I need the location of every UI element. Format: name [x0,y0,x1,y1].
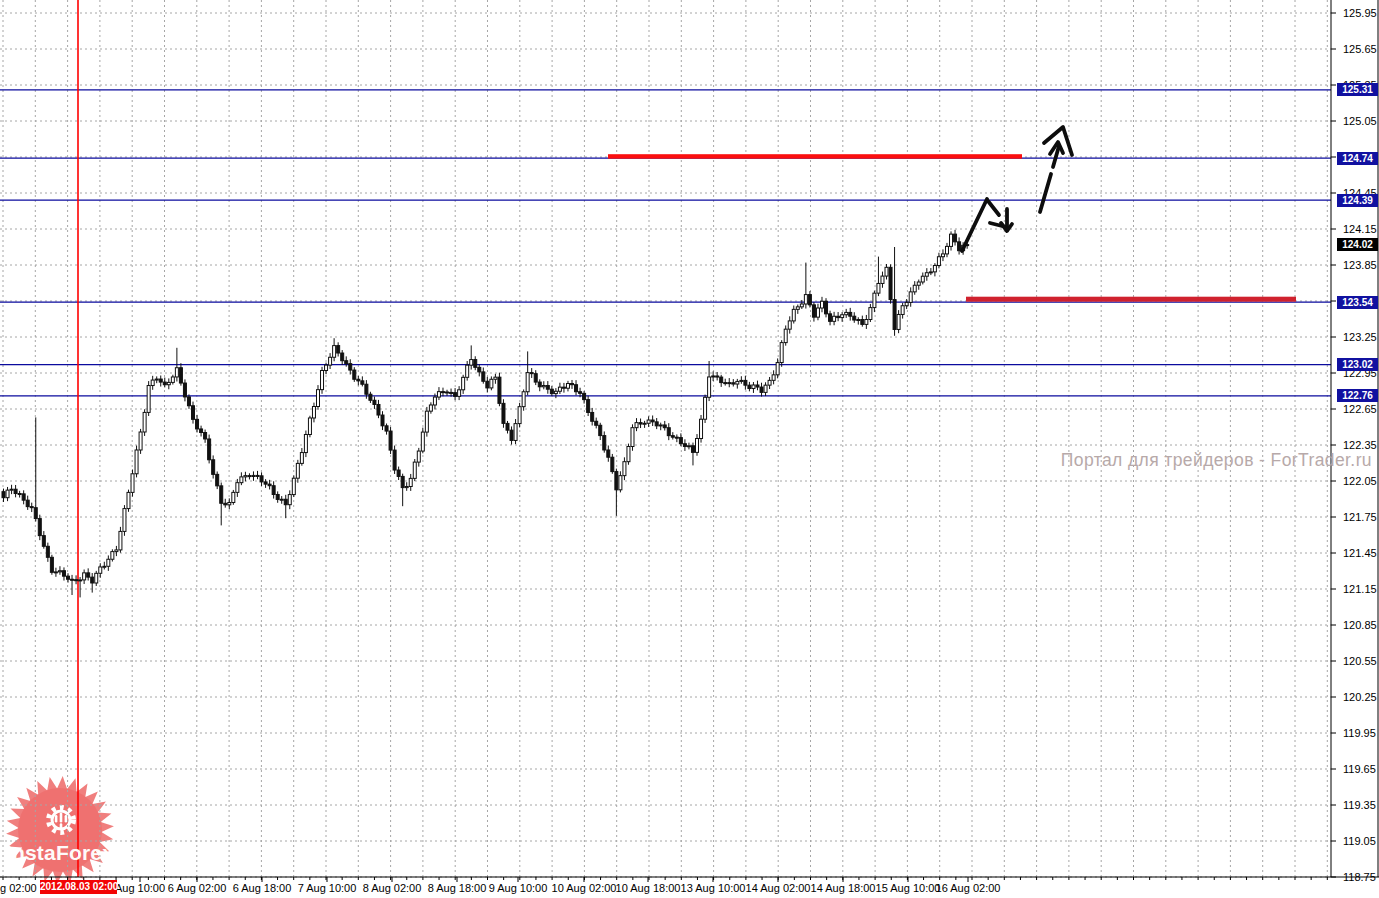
candles-layer [2,230,969,598]
x-axis-time-label: g 02:00 [0,882,37,894]
y-axis-tick-label: 122.05 [1343,475,1377,488]
chart-window: InstaForex Портал для трейдеров - ForTra… [0,0,1379,898]
level-price-badge: 122.76 [1337,389,1378,402]
red-resistance-segment-124.74[interactable] [608,154,1022,159]
x-axis-time-label: 9 Aug 10:00 [489,882,548,894]
instaforex-logo-label: InstaForex [0,841,121,865]
x-axis-time-label: 6 Aug 02:00 [168,882,227,894]
x-axis-time-label: 8 Aug 18:00 [428,882,487,894]
y-axis-tick-label: 121.45 [1343,547,1377,560]
x-axis-time-label: 10 Aug 18:00 [616,882,681,894]
y-axis-tick-label: 120.55 [1343,655,1377,668]
y-axis-tick-label: 120.85 [1343,619,1377,632]
level-lines [0,90,1331,396]
y-axis-tick-label: 119.65 [1343,763,1376,776]
x-axis-time-label: 13 Aug 10:00 [681,882,746,894]
y-axis-tick-label: 119.35 [1343,799,1376,812]
level-price-badge: 123.02 [1337,358,1378,371]
x-axis-time-label: 8 Aug 02:00 [363,882,422,894]
grid [0,0,1331,877]
y-axis-tick-label: 121.75 [1343,511,1377,524]
y-axis-tick-label: 122.65 [1343,403,1377,416]
y-axis-tick-label: 123.25 [1343,331,1377,344]
red-resistance-segment-123.54[interactable] [966,297,1296,302]
y-axis-tick-label: 119.05 [1343,835,1376,848]
current-price-badge: 124.02 [1337,238,1378,251]
y-axis-tick-label: 118.75 [1343,871,1376,884]
breakout-up-arrow[interactable] [1040,127,1072,212]
y-axis-tick-label: 120.25 [1343,691,1377,704]
y-axis-tick-label: 124.15 [1343,223,1377,236]
y-axis-tick-label: 119.95 [1343,727,1376,740]
instaforex-logo [6,776,114,884]
level-price-badge: 125.31 [1337,83,1378,96]
level-price-badge: 124.74 [1337,152,1378,165]
y-axis-tick-label: 121.15 [1343,583,1377,596]
x-axis-time-label: 6 Aug 18:00 [233,882,292,894]
y-axis-tick-label: 125.95 [1343,7,1377,20]
x-axis-time-label: 16 Aug 02:00 [936,882,1001,894]
y-axis-tick-label: 125.05 [1343,115,1377,128]
level-price-badge: 123.54 [1337,296,1378,309]
x-axis-time-label: 7 Aug 10:00 [298,882,357,894]
x-axis-time-label: 10 Aug 02:00 [552,882,617,894]
level-price-badge: 124.39 [1337,194,1378,207]
x-axis-time-label: 14 Aug 18:00 [811,882,876,894]
selected-date-label: 2012.08.03 02:00 [40,880,117,894]
axis-frame [0,0,1379,882]
fortrader-watermark: Портал для трейдеров - ForTrader.ru [1061,450,1372,471]
x-axis-time-label: 14 Aug 02:00 [746,882,811,894]
y-axis-tick-label: 125.65 [1343,43,1377,56]
y-axis-tick-label: 123.85 [1343,259,1377,272]
x-axis-time-label: Aug 10:00 [115,882,165,894]
chart-canvas[interactable] [0,0,1379,898]
x-axis-time-label: 15 Aug 10:00 [876,882,941,894]
